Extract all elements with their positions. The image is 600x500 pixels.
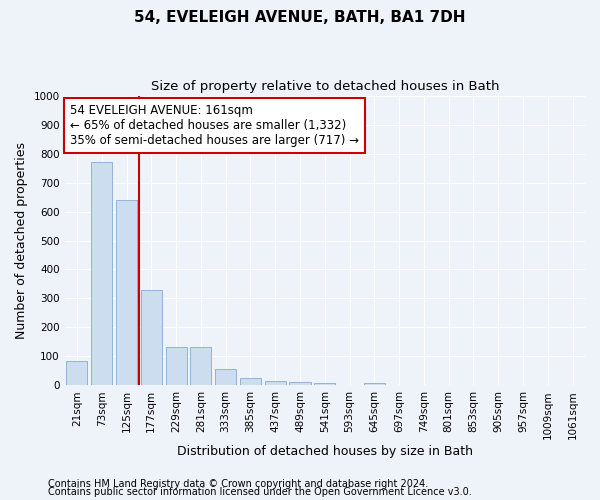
Text: 54, EVELEIGH AVENUE, BATH, BA1 7DH: 54, EVELEIGH AVENUE, BATH, BA1 7DH <box>134 10 466 25</box>
Bar <box>141 290 162 386</box>
Text: Contains public sector information licensed under the Open Government Licence v3: Contains public sector information licen… <box>48 487 472 497</box>
Bar <box>240 378 261 386</box>
Text: Contains HM Land Registry data © Crown copyright and database right 2024.: Contains HM Land Registry data © Crown c… <box>48 479 428 489</box>
Bar <box>215 368 236 386</box>
Bar <box>91 162 112 386</box>
Bar <box>265 380 286 386</box>
Bar <box>166 347 187 386</box>
Y-axis label: Number of detached properties: Number of detached properties <box>15 142 28 339</box>
Text: 54 EVELEIGH AVENUE: 161sqm
← 65% of detached houses are smaller (1,332)
35% of s: 54 EVELEIGH AVENUE: 161sqm ← 65% of deta… <box>70 104 359 148</box>
Title: Size of property relative to detached houses in Bath: Size of property relative to detached ho… <box>151 80 499 93</box>
Bar <box>314 382 335 386</box>
Bar <box>67 362 88 386</box>
X-axis label: Distribution of detached houses by size in Bath: Distribution of detached houses by size … <box>177 444 473 458</box>
Bar <box>289 382 311 386</box>
Bar <box>116 200 137 386</box>
Bar <box>364 382 385 386</box>
Bar <box>190 347 211 386</box>
